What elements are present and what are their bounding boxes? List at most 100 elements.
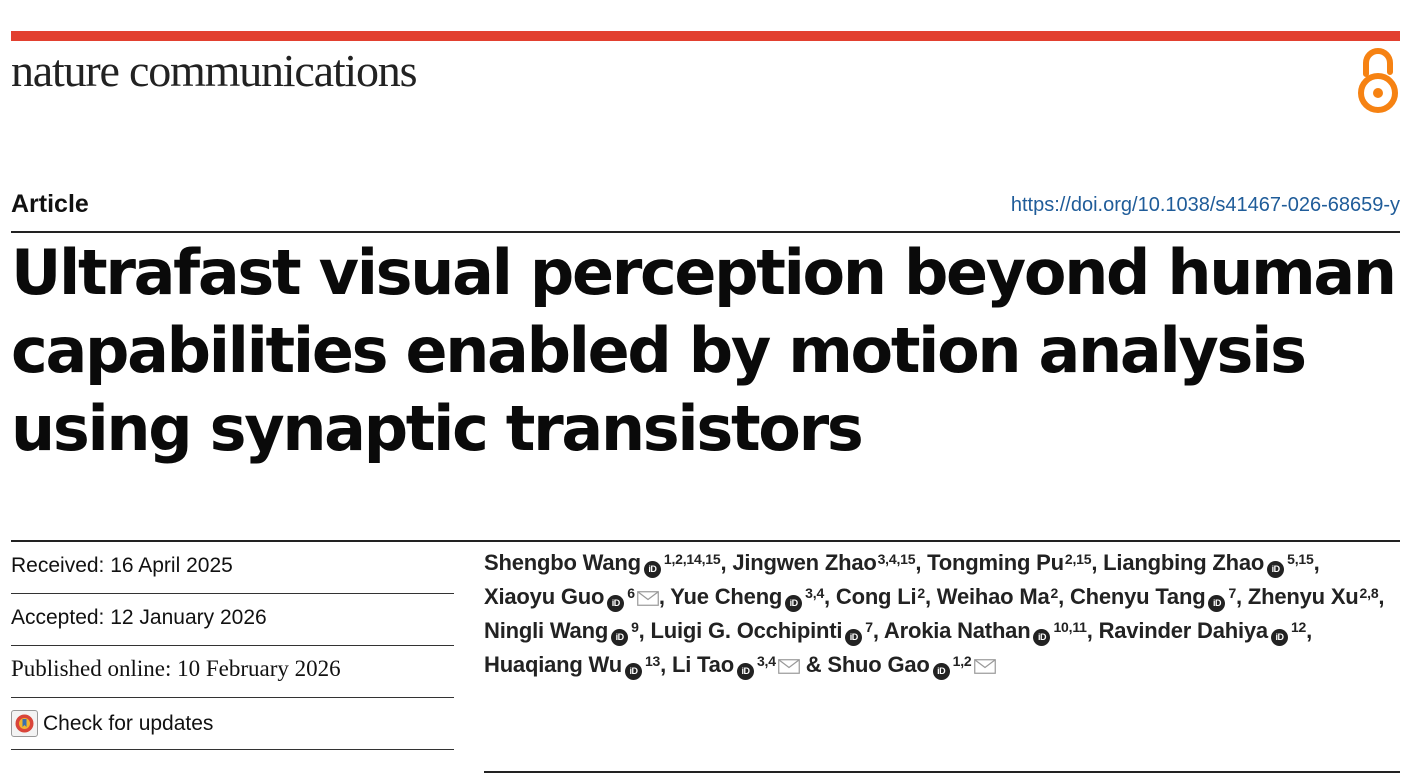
author-separator: , [1313,550,1320,575]
affiliation-numbers: 9 [631,619,639,635]
author-separator: , [1306,618,1313,643]
affiliation-numbers: 5,15 [1287,551,1314,567]
orcid-icon[interactable]: iD [611,629,629,646]
author-name[interactable]: Ningli Wang [484,618,609,643]
author[interactable]: Ningli Wang iD9, [484,618,645,646]
author[interactable]: Chenyu Tang iD7, [1069,584,1242,612]
orcid-icon[interactable]: iD [1208,595,1226,612]
published-date: Published online: 10 February 2026 [11,656,341,681]
author[interactable]: Ravinder Dahiya iD12, [1098,618,1313,646]
author-name[interactable]: Shengbo Wang [484,550,641,575]
publication-history: Received: 16 April 2025 Accepted: 12 Jan… [11,542,454,750]
author-list: Shengbo Wang iD1,2,14,15, Jingwen Zhao3,4… [484,546,1404,682]
envelope-icon[interactable] [973,659,996,674]
author[interactable]: Zhenyu Xu2,8, [1247,584,1385,609]
author-separator: , [1058,584,1065,609]
author-name[interactable]: Tongming Pu [927,550,1064,575]
open-access-icon [1358,48,1398,113]
author-separator: , [638,618,645,643]
author-name[interactable]: Chenyu Tang [1069,584,1206,609]
orcid-icon[interactable]: iD [1270,629,1288,646]
orcid-icon[interactable]: iD [624,663,642,680]
authors-bottom-divider [484,771,1400,773]
orcid-icon[interactable]: iD [643,561,661,578]
article-title: Ultrafast visual perception beyond human… [11,236,1397,465]
affiliation-numbers: 1,2,14,15 [663,551,721,567]
envelope-icon[interactable] [636,591,659,606]
orcid-icon[interactable]: iD [607,595,625,612]
author[interactable]: Luigi G. Occhipinti iD7, [650,618,879,646]
affiliation-numbers: 2 [917,585,925,601]
affiliation-numbers: 7 [865,619,873,635]
title-divider [11,231,1400,233]
author-separator: , [658,584,665,609]
received-row: Received: 16 April 2025 [11,542,454,594]
author[interactable]: Xiaoyu Guo iD6, [484,584,665,612]
author[interactable]: Jingwen Zhao3,4,15, [732,550,921,575]
orcid-icon[interactable]: iD [845,629,863,646]
author[interactable]: Liangbing Zhao iD5,15, [1103,550,1320,578]
author[interactable]: Tongming Pu2,15, [927,550,1097,575]
orcid-icon[interactable]: iD [736,663,754,680]
author-name[interactable]: Zhenyu Xu [1247,584,1359,609]
author-separator: , [660,652,667,677]
author-name[interactable]: Cong Li [835,584,917,609]
affiliation-numbers: 10,11 [1053,619,1087,635]
orcid-icon[interactable]: iD [1033,629,1051,646]
author-name[interactable]: Ravinder Dahiya [1098,618,1269,643]
check-for-updates-link[interactable]: Check for updates [43,712,214,735]
author[interactable]: Li Tao iD3,4 & [671,652,822,680]
author-name[interactable]: Arokia Nathan [883,618,1031,643]
affiliation-numbers: 3,4,15 [877,551,916,567]
author-name[interactable]: Jingwen Zhao [732,550,877,575]
author[interactable]: Cong Li2, [836,584,931,609]
doi-link[interactable]: https://doi.org/10.1038/s41467-026-68659… [1010,194,1400,216]
author-name[interactable]: Weihao Ma [936,584,1050,609]
author[interactable]: Huaqiang Wu iD13, [484,652,667,680]
affiliation-numbers: 3,4 [805,585,825,601]
affiliation-numbers: 3,4 [756,653,776,669]
accepted-date: Accepted: 12 January 2026 [11,606,267,629]
author[interactable]: Arokia Nathan iD10,11, [883,618,1093,646]
author-separator: & [799,652,822,677]
author-separator: , [1086,618,1093,643]
affiliation-numbers: 1,2 [952,653,972,669]
author-name[interactable]: Shuo Gao [827,652,930,677]
orcid-icon[interactable]: iD [1267,561,1285,578]
author[interactable]: Shuo Gao iD1,2 [827,652,996,680]
author-separator: , [1378,584,1385,609]
author-name[interactable]: Huaqiang Wu [484,652,622,677]
affiliation-numbers: 2 [1050,585,1059,601]
author-separator: , [924,584,931,609]
affiliation-numbers: 7 [1228,585,1237,601]
author-separator: , [872,618,879,643]
author-separator: , [915,550,922,575]
orcid-icon[interactable]: iD [785,595,803,612]
check-updates-row[interactable]: Check for updates [11,698,454,750]
author-separator: , [720,550,727,575]
author-name[interactable]: Luigi G. Occhipinti [650,618,843,643]
published-row: Published online: 10 February 2026 [11,646,454,698]
author-name[interactable]: Liangbing Zhao [1103,550,1265,575]
author-separator: , [824,584,830,609]
received-date: Received: 16 April 2025 [11,554,233,577]
author[interactable]: Shengbo Wang iD1,2,14,15, [484,550,727,578]
envelope-icon[interactable] [777,659,800,674]
header-accent-bar [11,31,1400,41]
author[interactable]: Weihao Ma2, [937,584,1064,609]
check-for-updates-icon[interactable] [11,710,38,737]
affiliation-numbers: 2,8 [1359,585,1379,601]
journal-name[interactable]: nature communications [11,45,417,96]
author-name[interactable]: Li Tao [671,652,734,677]
meta-divider [11,540,1400,542]
article-type: Article [11,190,89,218]
author[interactable]: Yue Cheng iD3,4, [670,584,830,612]
author-separator: , [1091,550,1098,575]
author-name[interactable]: Yue Cheng [670,584,783,609]
affiliation-numbers: 13 [644,653,661,669]
author-separator: , [1236,584,1242,609]
author-name[interactable]: Xiaoyu Guo [484,584,605,609]
orcid-icon[interactable]: iD [932,663,950,680]
affiliation-numbers: 12 [1290,619,1307,635]
accepted-row: Accepted: 12 January 2026 [11,594,454,646]
